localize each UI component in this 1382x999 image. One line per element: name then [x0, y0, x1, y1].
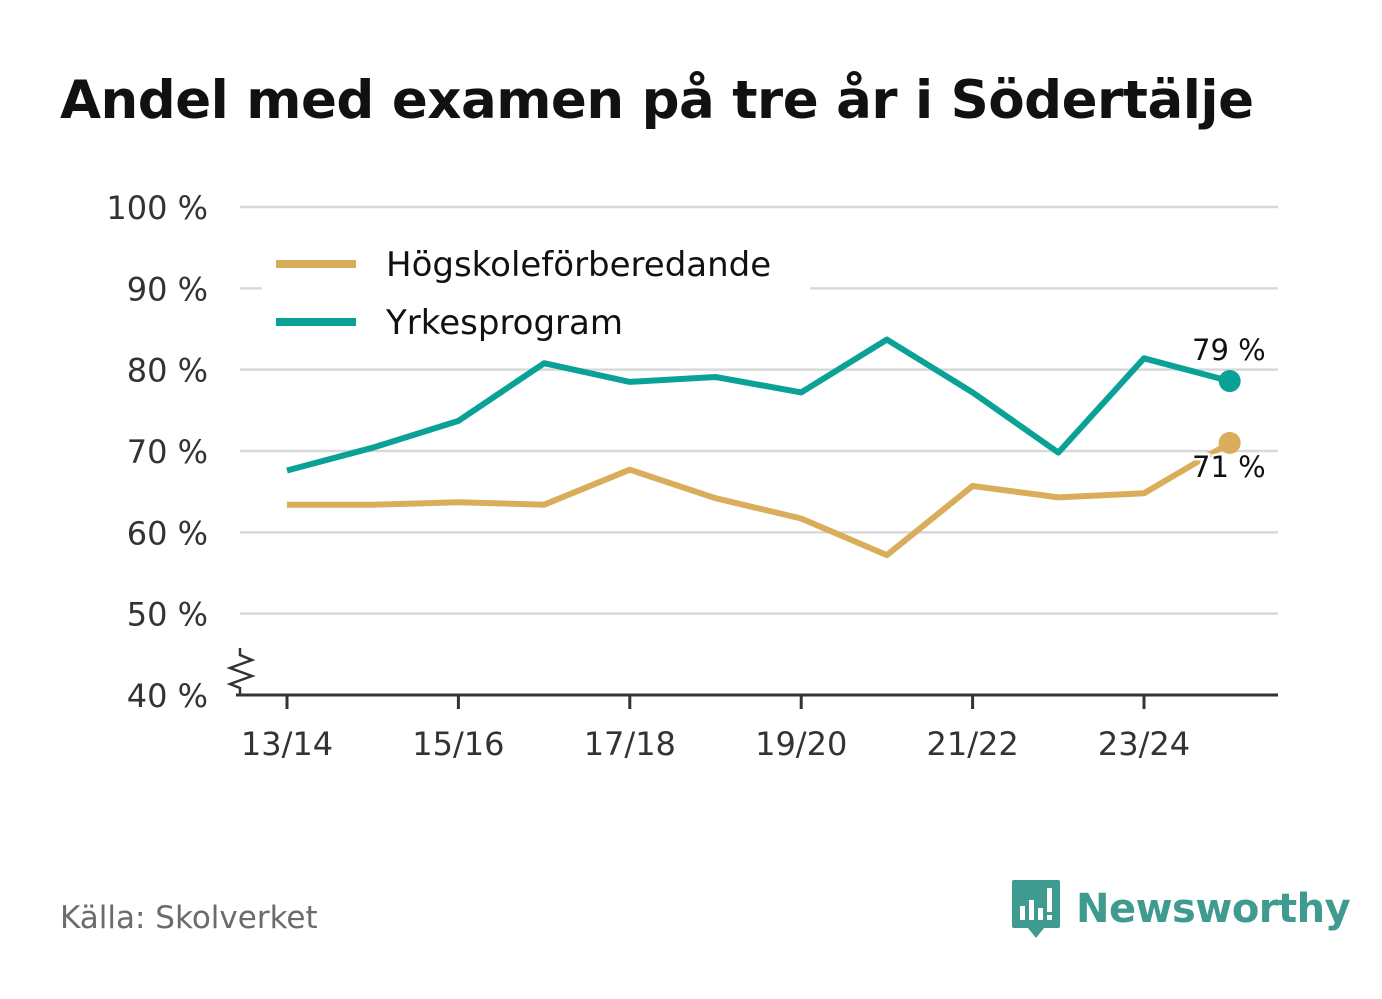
x-tick-label-13/14: 13/14 — [241, 725, 333, 763]
legend: Högskoleförberedande Yrkesprogram — [262, 230, 810, 360]
series-end-marker-0 — [1218, 431, 1241, 454]
x-tick-label-23/24: 23/24 — [1098, 725, 1190, 763]
y-axis-break-marker — [226, 648, 256, 695]
brand-name: Newsworthy — [1076, 886, 1351, 932]
y-tick-label-40: 40 % — [127, 677, 208, 715]
series-lines — [286, 336, 1241, 559]
brand-logo[interactable]: Newsworthy — [1010, 878, 1351, 940]
series-line-1 — [286, 336, 1231, 474]
axes — [226, 648, 1278, 697]
y-axis-tick-labels: 40 % 50 % 60 % 70 % 80 % 90 % 100 % — [106, 189, 208, 715]
newsworthy-icon — [1012, 880, 1060, 938]
source-note: Källa: Skolverket — [60, 900, 318, 936]
x-tick-label-17/18: 17/18 — [584, 725, 676, 763]
x-tick-label-19/20: 19/20 — [755, 725, 847, 763]
x-axis-ticks: 13/14 15/16 17/18 19/20 21/22 23/24 — [241, 695, 1190, 763]
y-tick-label-60: 60 % — [127, 514, 208, 552]
x-tick-label-15/16: 15/16 — [412, 725, 504, 763]
legend-background — [262, 230, 810, 360]
end-label-0: 71 % — [1192, 450, 1266, 484]
legend-label-1: Yrkesprogram — [385, 303, 623, 343]
series-end-marker-1 — [1218, 370, 1241, 393]
chart-title: Andel med examen på tre år i Södertälje — [60, 70, 1254, 131]
y-tick-label-80: 80 % — [127, 352, 208, 390]
x-tick-label-21/22: 21/22 — [926, 725, 1018, 763]
y-tick-label-70: 70 % — [127, 433, 208, 471]
end-label-1: 79 % — [1192, 333, 1266, 367]
grid-lines — [240, 205, 1278, 615]
end-labels: 71 % 79 % — [1190, 331, 1269, 487]
y-tick-label-100: 100 % — [106, 189, 208, 227]
legend-label-0: Högskoleförberedande — [386, 245, 771, 285]
y-tick-label-90: 90 % — [127, 270, 208, 308]
y-tick-label-50: 50 % — [127, 596, 208, 634]
series-line-0 — [287, 440, 1232, 559]
